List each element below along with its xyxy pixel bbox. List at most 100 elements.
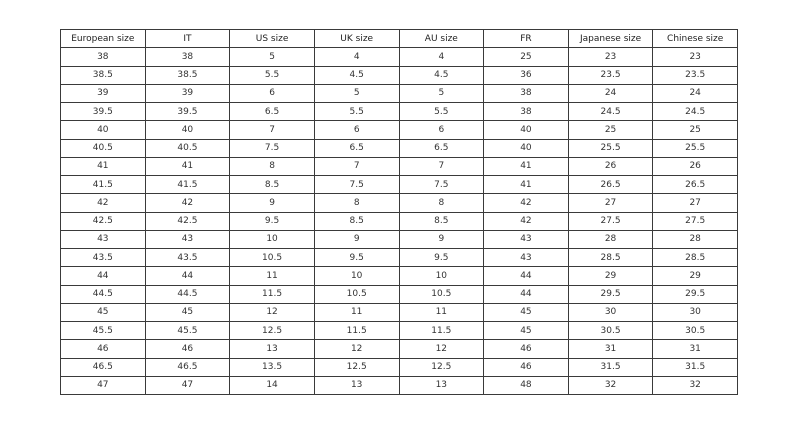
- table-cell: 10: [229, 229, 315, 250]
- table-cell: 46: [144, 339, 231, 359]
- table-cell: 46: [483, 339, 569, 359]
- table-cell: 5.5: [229, 65, 315, 85]
- table-cell: 27.5: [652, 211, 738, 231]
- table-cell: 38: [144, 47, 231, 67]
- table-cell: 6: [229, 83, 315, 104]
- table-cell: 30.5: [652, 320, 738, 341]
- table-cell: 48: [483, 375, 569, 396]
- table-cell: 38.5: [144, 65, 231, 85]
- table-cell: 39: [60, 83, 146, 104]
- table-cell: 27: [567, 193, 654, 213]
- table-body: 38 38 5 4 4 25 23 23 38.5 38.5 5.5 4.5 4.5 36 23.5 23.5…: [60, 47, 738, 396]
- table-cell: 13.5: [229, 357, 315, 377]
- table-cell: 32: [652, 375, 738, 396]
- table-cell: 29.5: [652, 284, 738, 304]
- table-cell: 25: [652, 120, 738, 140]
- table-cell: 42: [144, 193, 231, 213]
- table-row: 42 42 9 8 8 42 27 27: [60, 193, 738, 213]
- table-cell: 31.5: [567, 357, 654, 377]
- table-row: 43 43 10 9 9 43 28 28: [60, 229, 738, 250]
- header-row: European size IT US size UK size AU size FR Ja…: [60, 28, 738, 49]
- table-row: 46 46 13 12 12 46 31 31: [60, 339, 738, 359]
- table-row: 39.5 39.5 6.5 5.5 5.5 38 24.5 24.5: [60, 101, 738, 122]
- table-cell: 11.5: [398, 320, 485, 341]
- table-cell: 38: [60, 47, 146, 67]
- table-cell: 11.5: [229, 284, 315, 304]
- table-row: 42.5 42.5 9.5 8.5 8.5 42 27.5 27.5: [60, 211, 738, 231]
- table-cell: 40: [483, 138, 569, 158]
- table-cell: 36: [483, 65, 569, 85]
- table-cell: 46: [60, 339, 146, 359]
- table-cell: 47: [60, 375, 146, 396]
- table-cell: 26.5: [567, 174, 654, 195]
- table-row: 39 39 6 5 5 38 24 24: [60, 83, 738, 104]
- table-cell: 12: [229, 302, 315, 323]
- table-cell: 45: [60, 302, 146, 323]
- column-header: European size: [60, 28, 146, 49]
- table-row: 41 41 8 7 7 41 26 26: [60, 156, 738, 177]
- table-cell: 12.5: [313, 357, 400, 377]
- column-header: UK size: [313, 28, 400, 49]
- table-header: European size IT US size UK size AU size FR Ja…: [60, 28, 738, 49]
- table-cell: 6: [313, 120, 400, 140]
- table-cell: 9: [229, 193, 315, 213]
- column-header: Chinese size: [652, 28, 738, 49]
- table-cell: 23: [652, 47, 738, 67]
- table-cell: 45.5: [60, 320, 146, 341]
- table-cell: 41: [483, 174, 569, 195]
- table-cell: 44: [483, 266, 569, 286]
- table-row: 47 47 14 13 13 48 32 32: [60, 375, 738, 396]
- table-cell: 38: [483, 101, 569, 122]
- table-cell: 45: [483, 302, 569, 323]
- table-cell: 24: [567, 83, 654, 104]
- table-cell: 10: [313, 266, 400, 286]
- table-cell: 7.5: [313, 174, 400, 195]
- table-cell: 8.5: [313, 211, 400, 231]
- table-cell: 40.5: [144, 138, 231, 158]
- table-cell: 41: [60, 156, 146, 177]
- table-row: 44.5 44.5 11.5 10.5 10.5 44 29.5 29.5: [60, 284, 738, 304]
- table-cell: 4.5: [398, 65, 485, 85]
- table-cell: 6.5: [398, 138, 485, 158]
- table-cell: 29: [652, 266, 738, 286]
- table-cell: 9: [313, 229, 400, 250]
- column-header: Japanese size: [567, 28, 654, 49]
- table-cell: 41.5: [144, 174, 231, 195]
- table-cell: 40: [60, 120, 146, 140]
- table-cell: 7: [398, 156, 485, 177]
- table-cell: 42.5: [144, 211, 231, 231]
- table-cell: 43.5: [60, 247, 146, 268]
- table-cell: 10.5: [313, 284, 400, 304]
- table-cell: 43: [483, 247, 569, 268]
- table-cell: 44: [483, 284, 569, 304]
- table-cell: 24.5: [567, 101, 654, 122]
- table-cell: 31: [652, 339, 738, 359]
- table-cell: 8.5: [229, 174, 315, 195]
- table-cell: 46.5: [60, 357, 146, 377]
- table-cell: 13: [398, 375, 485, 396]
- table-cell: 39.5: [60, 101, 146, 122]
- table-cell: 10.5: [229, 247, 315, 268]
- table-cell: 11: [398, 302, 485, 323]
- table-cell: 25: [483, 47, 569, 67]
- table-cell: 28.5: [652, 247, 738, 268]
- table-cell: 5: [398, 83, 485, 104]
- table-cell: 6.5: [229, 101, 315, 122]
- table-cell: 25.5: [652, 138, 738, 158]
- table-cell: 44: [60, 266, 146, 286]
- size-conversion-table: European size IT US size UK size AU size FR Ja…: [60, 28, 738, 396]
- table-cell: 27: [652, 193, 738, 213]
- column-header: IT: [144, 28, 231, 49]
- table-cell: 26.5: [652, 174, 738, 195]
- table-cell: 8.5: [398, 211, 485, 231]
- table-cell: 8: [313, 193, 400, 213]
- table-row: 40.5 40.5 7.5 6.5 6.5 40 25.5 25.5: [60, 138, 738, 158]
- table-row: 45.5 45.5 12.5 11.5 11.5 45 30.5 30.5: [60, 320, 738, 341]
- table-cell: 26: [652, 156, 738, 177]
- table-cell: 7: [313, 156, 400, 177]
- table-cell: 40: [483, 120, 569, 140]
- table-cell: 11.5: [313, 320, 400, 341]
- table-cell: 13: [313, 375, 400, 396]
- table-cell: 31: [567, 339, 654, 359]
- table-cell: 4: [313, 47, 400, 67]
